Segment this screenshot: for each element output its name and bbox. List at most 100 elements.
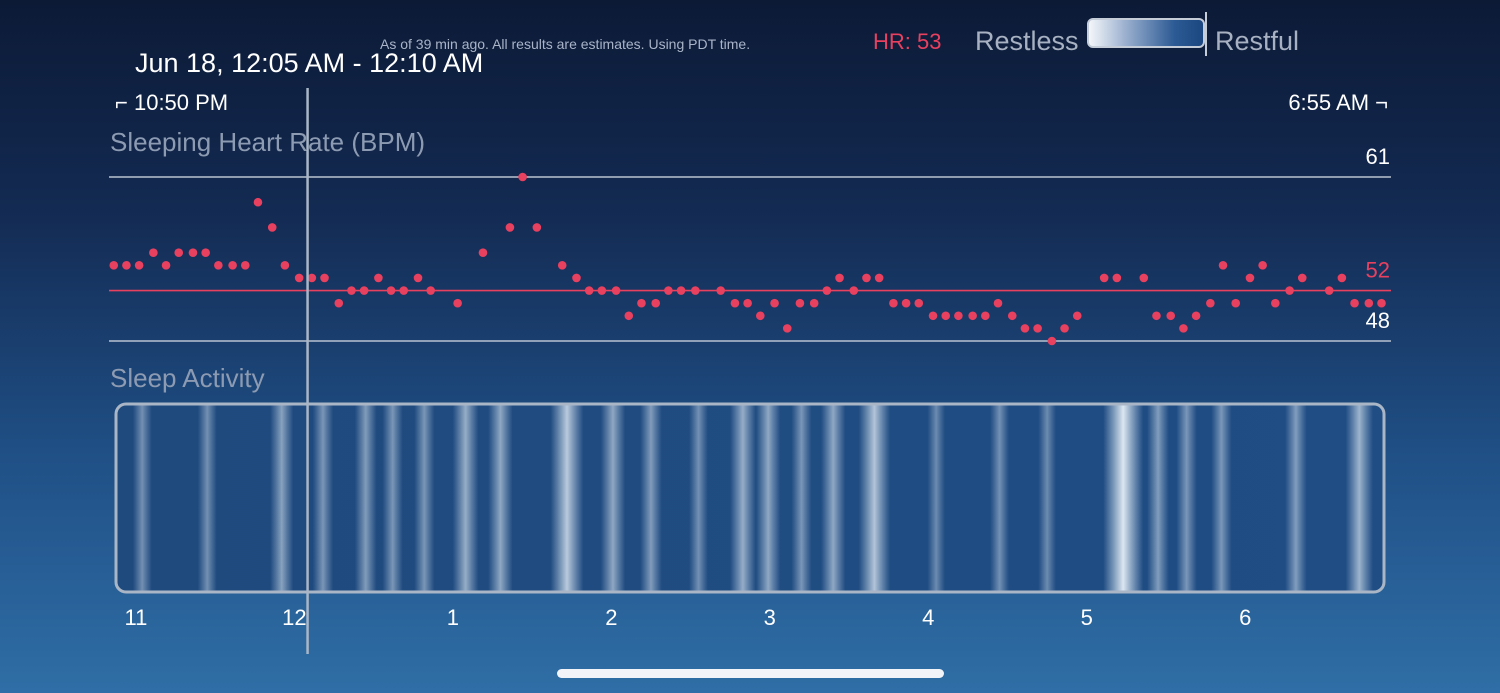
hr-point (413, 273, 423, 283)
hr-point (149, 248, 158, 257)
hr-point (954, 311, 963, 321)
hr-point (1218, 261, 1228, 270)
x-tick-label: 5 (1081, 605, 1093, 630)
hr-point (267, 223, 277, 232)
hr-point (1206, 298, 1215, 308)
hr-point (874, 273, 884, 283)
hr-point (280, 261, 290, 270)
hr-point (1245, 273, 1255, 283)
hr-point (253, 197, 263, 207)
activity-band (550, 405, 584, 591)
hr-point (770, 298, 779, 308)
activity-band (1147, 405, 1169, 591)
hr-point (809, 298, 819, 308)
activity-band (791, 405, 812, 591)
activity-band (132, 405, 152, 591)
hr-point (1285, 286, 1294, 295)
hr-point (611, 286, 621, 295)
hr-point (1060, 324, 1069, 333)
hr-point (1072, 311, 1082, 321)
hr-point (1271, 298, 1280, 308)
hr-point (201, 248, 210, 257)
x-tick-label: 6 (1239, 605, 1251, 630)
hr-point (347, 286, 356, 295)
activity-band (312, 405, 334, 591)
hr-point (941, 311, 951, 321)
activity-band (452, 405, 479, 591)
hr-point (1152, 311, 1161, 321)
hr-point (1324, 286, 1334, 295)
hr-point (386, 286, 396, 295)
hr-point (109, 261, 119, 270)
hr-point (1033, 324, 1042, 333)
hr-point (320, 273, 329, 283)
activity-band (1345, 405, 1374, 591)
hr-point (518, 172, 527, 182)
hr-point (122, 261, 131, 270)
hr-point (676, 286, 686, 295)
hr-point (1139, 273, 1149, 283)
x-tick-label: 4 (922, 605, 934, 630)
hr-point (426, 286, 435, 295)
x-tick-label: 1 (447, 605, 459, 630)
hr-point (624, 311, 634, 321)
hr-point (597, 286, 607, 295)
hr-point (968, 311, 977, 321)
activity-band (1211, 405, 1232, 591)
selected-time-range: Jun 18, 12:05 AM - 12:10 AM (135, 48, 484, 78)
hr-point (889, 298, 898, 308)
hr-point (294, 273, 304, 283)
heart-rate-chart-title: Sleeping Heart Rate (BPM) (110, 127, 426, 157)
hr-point (1377, 298, 1386, 308)
activity-band (197, 405, 217, 591)
hr-point (532, 223, 542, 232)
estimate-note: As of 39 min ago. All results are estima… (380, 36, 751, 52)
hr-point (1099, 273, 1109, 283)
sleep-end-time: 6:55 AM ¬ (1288, 90, 1388, 116)
start-time-label: 10:50 PM (133, 90, 229, 115)
hr-point (307, 273, 317, 283)
hr-point (1297, 273, 1307, 283)
hr-point (240, 261, 250, 270)
reference-label-52: 52 (1366, 258, 1390, 283)
activity-band (600, 405, 626, 591)
hr-point (691, 286, 700, 295)
hr-point (1166, 311, 1176, 321)
hr-point (572, 273, 581, 283)
activity-band (688, 405, 708, 591)
legend-marker (1205, 12, 1207, 56)
activity-frame (114, 402, 1386, 594)
activity-band (354, 405, 377, 591)
home-indicator[interactable] (557, 669, 944, 678)
x-tick-label: 2 (605, 605, 617, 630)
x-tick-label: 11 (125, 605, 148, 630)
hr-point (1047, 336, 1057, 346)
hr-point (1350, 298, 1359, 308)
hr-point (782, 324, 792, 333)
hr-point (993, 298, 1003, 308)
hr-point (1007, 311, 1017, 321)
hr-point (161, 261, 171, 270)
activity-band (640, 405, 662, 591)
activity-band (1103, 405, 1144, 591)
activity-band (858, 405, 891, 591)
hr-point (664, 286, 673, 295)
reference-label-48: 48 (1366, 308, 1390, 333)
activity-band (270, 405, 294, 591)
hr-point (1337, 273, 1347, 283)
hr-point (795, 298, 805, 308)
hr-point (1258, 261, 1267, 270)
activity-band (382, 405, 403, 591)
activity-band (927, 405, 945, 591)
hr-point (1191, 311, 1201, 321)
legend-restless-label: Restless (975, 26, 1079, 56)
sleep-activity-title: Sleep Activity (110, 363, 265, 393)
hr-point (134, 261, 144, 270)
sleep-start-time: ⌐ 10:50 PM (115, 90, 228, 116)
hr-point (928, 311, 938, 321)
hr-point (716, 286, 725, 295)
hr-point (505, 223, 515, 232)
hr-point (584, 286, 594, 295)
hr-point (214, 261, 223, 270)
